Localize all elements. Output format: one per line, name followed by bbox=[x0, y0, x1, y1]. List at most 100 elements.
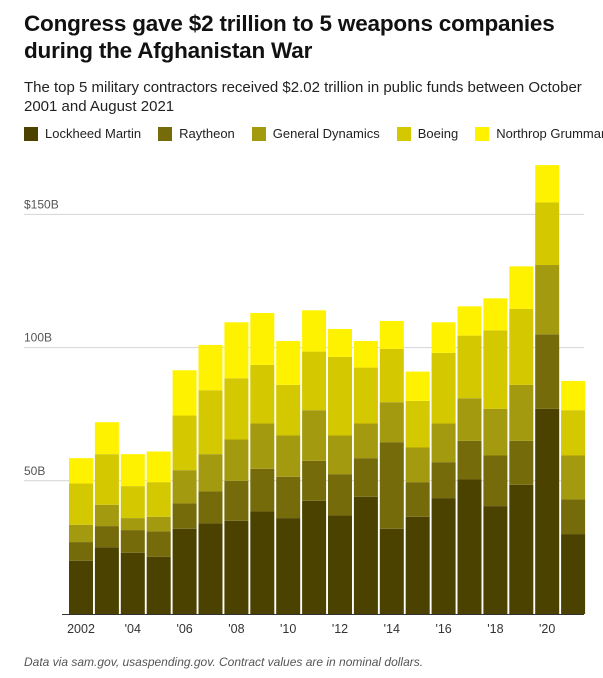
bar-segment bbox=[94, 422, 119, 455]
bar-segment bbox=[198, 491, 223, 524]
x-tick-label: '08 bbox=[228, 622, 244, 636]
bar-segment bbox=[302, 351, 327, 411]
bar-segment bbox=[250, 423, 275, 469]
x-tick-label: '16 bbox=[435, 622, 451, 636]
legend-swatch bbox=[158, 126, 173, 141]
bar-segment bbox=[405, 400, 430, 448]
x-tick-label: '14 bbox=[384, 622, 400, 636]
bar-segment bbox=[431, 498, 456, 614]
bar-segment bbox=[302, 460, 327, 501]
bar-segment bbox=[405, 482, 430, 517]
legend-item: General Dynamics bbox=[251, 126, 380, 141]
bar-segment bbox=[483, 455, 508, 507]
bar-segment bbox=[120, 454, 145, 487]
bar-segment bbox=[250, 468, 275, 512]
legend-label: Northrop Grumman bbox=[496, 126, 603, 141]
legend-swatch bbox=[24, 126, 38, 141]
bar-segment bbox=[457, 306, 482, 336]
x-tick-label: 2002 bbox=[67, 622, 95, 636]
bar-segment bbox=[146, 451, 171, 483]
bar-segment bbox=[302, 500, 327, 614]
chart-subtitle: The top 5 military contractors received … bbox=[24, 79, 582, 115]
bar-segment bbox=[198, 454, 223, 492]
bar-segment bbox=[69, 483, 93, 525]
bar-segment bbox=[69, 524, 93, 543]
chart-title: Congress gave $2 trillion to 5 weapons c… bbox=[24, 11, 555, 63]
x-tick-label: '04 bbox=[125, 622, 141, 636]
bar-segment bbox=[535, 165, 560, 203]
x-tick-label: '20 bbox=[539, 622, 555, 636]
bar-segment bbox=[276, 476, 301, 519]
bar-segment bbox=[120, 530, 145, 553]
bar-segment bbox=[535, 334, 560, 409]
y-tick-label: 50B bbox=[24, 464, 45, 478]
bar-segment bbox=[250, 364, 275, 424]
bar-segment bbox=[379, 402, 404, 443]
x-tick-label: '12 bbox=[332, 622, 348, 636]
bar-segment bbox=[431, 322, 456, 353]
bar-segment bbox=[94, 547, 119, 614]
bar-segment bbox=[509, 484, 534, 614]
legend-swatch bbox=[251, 126, 266, 141]
bar-segment bbox=[224, 480, 249, 521]
bar-segment bbox=[328, 474, 352, 516]
bar-segment bbox=[276, 518, 301, 614]
bar-segment bbox=[509, 440, 534, 485]
bar-segment bbox=[353, 367, 378, 424]
bar-segment bbox=[353, 496, 378, 614]
bar-segment bbox=[509, 266, 534, 309]
bar-segment bbox=[457, 335, 482, 399]
bar-segment bbox=[353, 340, 378, 368]
legend-swatch bbox=[396, 126, 411, 141]
bar-segment bbox=[224, 520, 249, 614]
bar-segment bbox=[276, 384, 301, 436]
legend-item: Lockheed Martin bbox=[24, 126, 141, 141]
bar-segment bbox=[483, 330, 508, 409]
bar-segment bbox=[224, 378, 249, 440]
bar-segment bbox=[94, 504, 119, 527]
stacked-bar-chart: 50B 100B $150B 2002 '04 '06 '08 '10 '12 '14 '16 '18… bbox=[24, 165, 586, 636]
legend-item: Raytheon bbox=[158, 126, 235, 141]
bar-segment bbox=[172, 415, 197, 471]
bar-segment bbox=[561, 410, 586, 456]
bar-segment bbox=[509, 308, 534, 385]
bar-segment bbox=[535, 408, 560, 614]
bar-segment bbox=[198, 390, 223, 455]
legend-label: Boeing bbox=[417, 126, 459, 141]
bar-segment bbox=[302, 410, 327, 461]
bar-segment bbox=[561, 455, 586, 500]
bar-segment bbox=[172, 503, 197, 529]
bar-segment bbox=[561, 534, 586, 614]
bar-segment bbox=[509, 384, 534, 441]
bar-segment bbox=[146, 516, 171, 532]
x-tick-label: '06 bbox=[176, 622, 192, 636]
bar-segment bbox=[198, 523, 223, 614]
bar-segment bbox=[431, 462, 456, 499]
x-tick-label: '10 bbox=[280, 622, 296, 636]
bar-segment bbox=[353, 458, 378, 497]
bar-segment bbox=[405, 371, 430, 401]
bar-segment bbox=[457, 440, 482, 480]
bar-segment bbox=[379, 348, 404, 403]
bar-segment bbox=[69, 560, 93, 614]
bar-segment bbox=[146, 531, 171, 557]
bar-segment bbox=[328, 356, 352, 436]
bar-segment bbox=[561, 380, 586, 411]
source-note: Data via sam.gov, usaspending.gov. Contr… bbox=[24, 655, 424, 669]
bar-segment bbox=[379, 442, 404, 529]
bar-segment bbox=[405, 516, 430, 614]
legend-label: Lockheed Martin bbox=[45, 126, 142, 141]
bar-segment bbox=[120, 552, 145, 614]
bar-segment bbox=[250, 511, 275, 614]
bar-segment bbox=[224, 439, 249, 481]
bar-segment bbox=[120, 486, 145, 519]
legend-item: Northrop Grumman bbox=[475, 126, 603, 141]
bar-segment bbox=[198, 344, 223, 391]
bar-segment bbox=[120, 518, 145, 531]
bar-segment bbox=[172, 370, 197, 416]
bar-segment bbox=[250, 312, 275, 365]
bar-segment bbox=[379, 528, 404, 614]
bar-segment bbox=[457, 479, 482, 614]
bar-segment bbox=[535, 202, 560, 266]
bar-segment bbox=[431, 352, 456, 424]
